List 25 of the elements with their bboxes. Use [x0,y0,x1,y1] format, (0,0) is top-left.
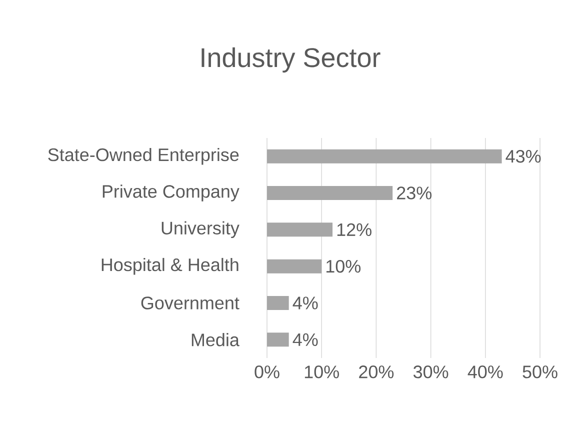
data-label: 4% [292,296,318,310]
bar [267,332,289,347]
chart-title: Industry Sector [202,47,380,73]
bar [267,259,322,274]
y-tick-label: State-Owned Enterprise [48,148,239,165]
y-tick-label: Private Company [102,184,240,202]
bar [267,149,502,164]
data-label: 23% [397,186,432,200]
data-label: 4% [292,333,318,346]
bar [267,296,289,310]
y-tick-label: University [162,221,240,238]
x-tick-label: 40% [468,366,503,378]
data-label: 43% [506,150,541,163]
x-tick-label: 30% [413,366,448,378]
x-tick-label: 20% [359,366,394,378]
bar [267,186,393,200]
bar [267,222,333,237]
y-tick-label: Hospital & Health [102,258,238,275]
data-label: 12% [337,223,372,236]
x-tick-label: 0% [254,366,280,378]
x-tick-label: 50% [522,366,558,378]
data-label: 10% [326,260,361,273]
x-tick-label: 10% [304,366,339,378]
y-tick-label: Media [192,333,240,346]
y-tick-label: Government [141,296,240,310]
